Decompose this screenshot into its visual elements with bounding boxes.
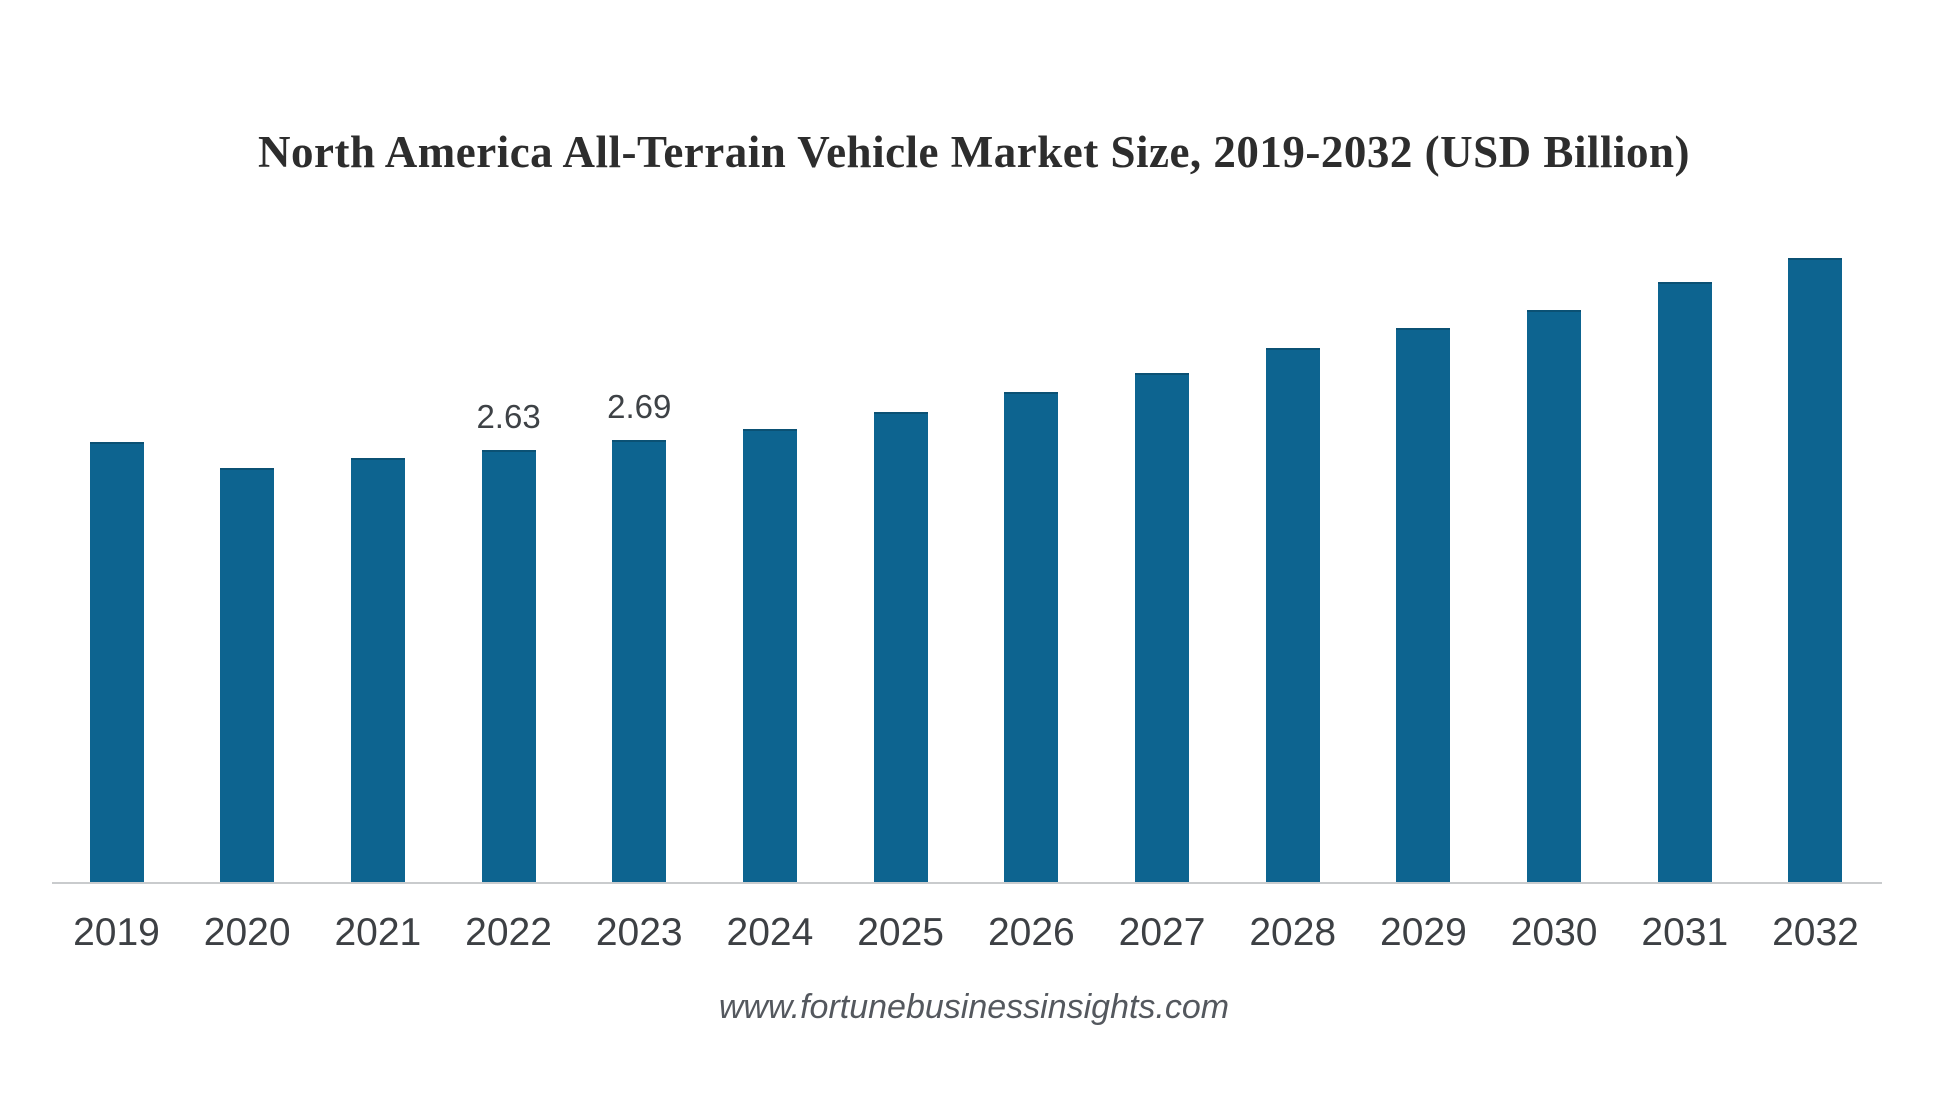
x-axis-label-2025: 2025 [857,911,945,954]
x-axis-label-2021: 2021 [334,911,422,954]
bar-2031 [1657,282,1712,883]
bar-2026 [1004,392,1059,883]
bar-2019 [89,442,144,883]
bar-2020 [220,468,275,883]
bar-2022 [481,450,536,883]
x-axis-label-2023: 2023 [595,911,683,954]
bar-2027 [1135,373,1190,883]
value-label-2022: 2.63 [476,398,541,435]
bar-2028 [1265,348,1320,883]
x-axis-label-2027: 2027 [1118,911,1206,954]
x-axis-line [52,882,1882,884]
x-axis-label-2032: 2032 [1772,911,1859,954]
x-axis-label-2031: 2031 [1641,911,1729,954]
x-axis-label-2024: 2024 [726,911,814,954]
chart-title: North America All-Terrain Vehicle Market… [258,127,1690,177]
x-axis-label-2022: 2022 [465,911,552,954]
x-axis-label-2029: 2029 [1380,911,1467,954]
x-axis-label-2019: 2019 [73,911,160,954]
bar-2030 [1527,310,1582,883]
bar-2032 [1788,258,1843,883]
bar-2024 [742,429,797,883]
value-label-2023: 2.69 [607,388,672,425]
bar-2023 [612,440,667,883]
x-axis-label-2026: 2026 [987,911,1075,954]
bar-2021 [350,458,405,883]
bar-2029 [1396,328,1451,883]
bar-2025 [873,412,928,883]
source-link[interactable]: www.fortunebusinessinsights.com [718,988,1230,1026]
x-axis-label-2020: 2020 [203,911,291,954]
x-axis-label-2030: 2030 [1510,911,1598,954]
x-axis-label-2028: 2028 [1249,911,1337,954]
